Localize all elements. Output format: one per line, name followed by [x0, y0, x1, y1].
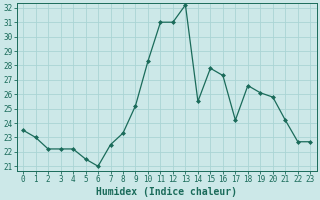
X-axis label: Humidex (Indice chaleur): Humidex (Indice chaleur): [96, 186, 237, 197]
